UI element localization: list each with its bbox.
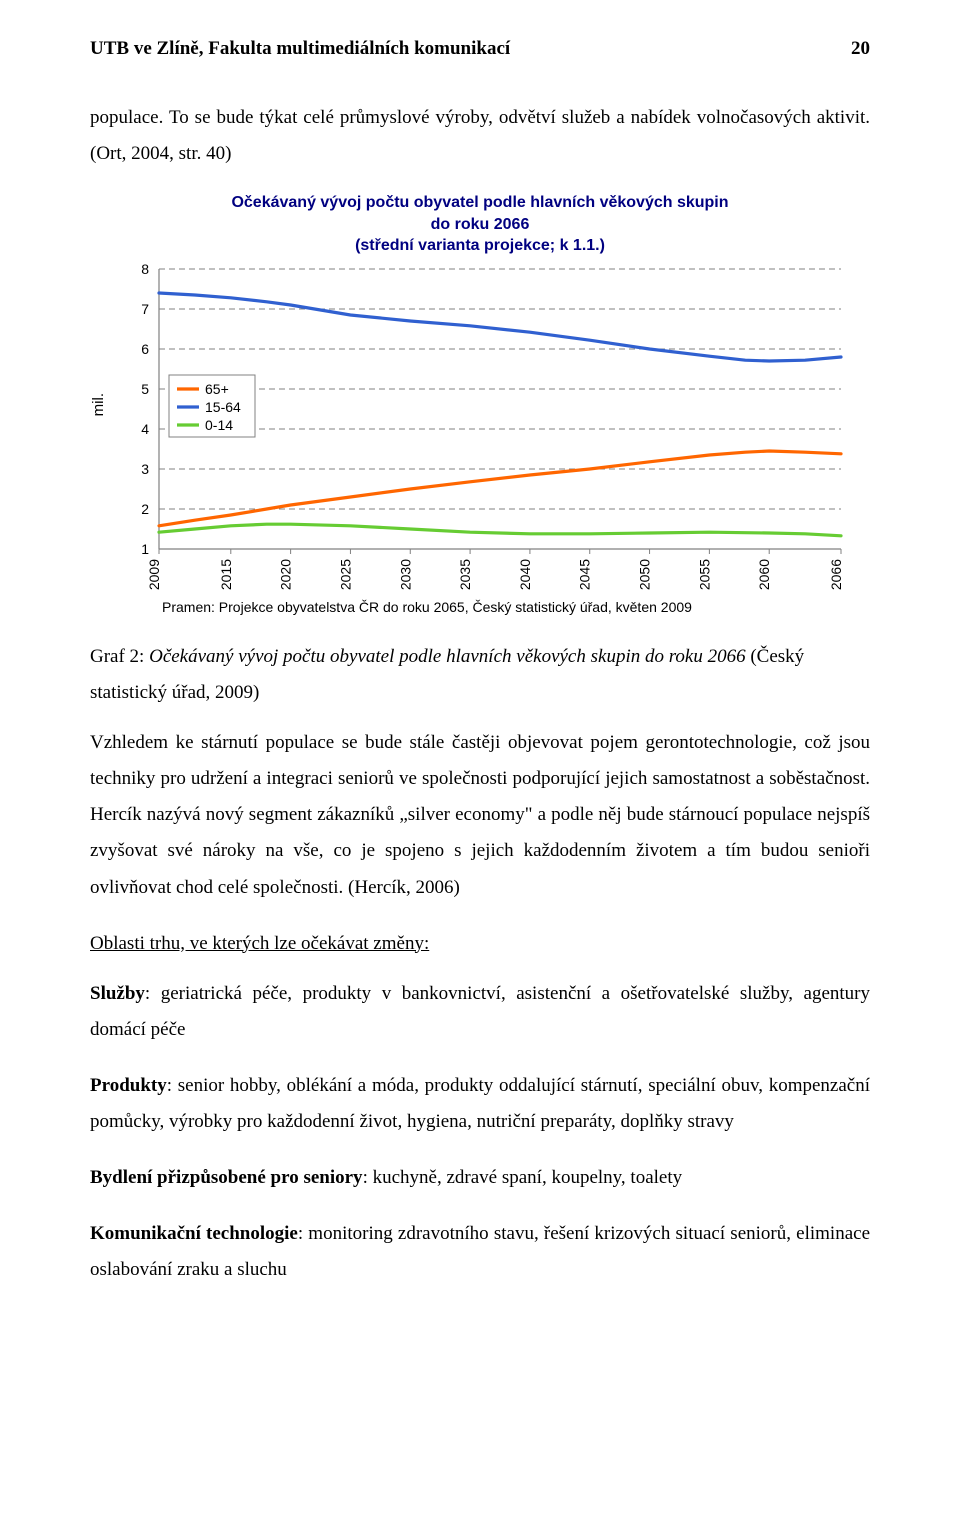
para-sluzby-text: : geriatrická péče, produkty v bankovnic… (90, 983, 870, 1040)
svg-text:2009: 2009 (146, 559, 162, 590)
page: UTB ve Zlíně, Fakulta multimediálních ko… (0, 0, 960, 1358)
svg-text:2045: 2045 (577, 559, 593, 590)
para-produkty-text: : senior hobby, oblékání a móda, produkt… (90, 1075, 870, 1132)
svg-text:6: 6 (141, 341, 149, 357)
svg-text:65+: 65+ (205, 381, 229, 397)
svg-text:2030: 2030 (397, 559, 413, 590)
svg-text:7: 7 (141, 301, 149, 317)
chart-title: Očekávaný vývoj počtu obyvatel podle hla… (90, 192, 870, 257)
svg-text:2020: 2020 (278, 559, 294, 590)
graf-caption-italic: Očekávaný vývoj počtu obyvatel podle hla… (149, 646, 746, 667)
para-produkty: Produkty: senior hobby, oblékání a móda,… (90, 1068, 870, 1140)
svg-text:5: 5 (141, 381, 149, 397)
header-page-number: 20 (851, 38, 870, 60)
chart-title-line1: Očekávaný vývoj počtu obyvatel podle hla… (231, 194, 728, 211)
chart-title-line3: (střední varianta projekce; k 1.1.) (355, 237, 605, 254)
svg-text:2015: 2015 (218, 559, 234, 590)
para-gerontotechnologie: Vzhledem ke stárnutí populace se bude st… (90, 725, 870, 905)
graf-caption-prefix: Graf 2: (90, 646, 149, 667)
para-bydleni: Bydlení přizpůsobené pro seniory: kuchyn… (90, 1160, 870, 1196)
svg-text:8: 8 (141, 263, 149, 277)
svg-text:0-14: 0-14 (205, 417, 233, 433)
svg-text:3: 3 (141, 461, 149, 477)
para-sluzby-label: Služby (90, 983, 145, 1004)
para-sluzby: Služby: geriatrická péče, produkty v ban… (90, 976, 870, 1048)
page-header: UTB ve Zlíně, Fakulta multimediálních ko… (90, 38, 870, 60)
svg-text:2055: 2055 (696, 559, 712, 590)
svg-text:2025: 2025 (337, 559, 353, 590)
svg-text:4: 4 (141, 421, 149, 437)
chart-container: Očekávaný vývoj počtu obyvatel podle hla… (90, 192, 870, 615)
svg-text:15-64: 15-64 (205, 399, 241, 415)
para-bydleni-text: : kuchyně, zdravé spaní, koupelny, toale… (363, 1167, 683, 1188)
graf-caption: Graf 2: Očekávaný vývoj počtu obyvatel p… (90, 639, 870, 711)
svg-text:1: 1 (141, 541, 149, 557)
chart-svg: 1 2 3 4 5 6 7 8 2009 2015 2020 2025 2030 2035 2040 2045… (111, 263, 851, 593)
chart-title-line2: do roku 2066 (431, 216, 530, 233)
svg-text:2: 2 (141, 501, 149, 517)
chart-ylabel: mil. (90, 393, 107, 416)
intro-paragraph: populace. To se bude týkat celé průmyslo… (90, 100, 870, 172)
svg-text:2040: 2040 (517, 559, 533, 590)
para-bydleni-label: Bydlení přizpůsobené pro seniory (90, 1167, 363, 1188)
svg-text:2050: 2050 (637, 559, 653, 590)
chart-area: mil. 1 2 3 4 5 6 7 8 2009 2015 2020 2025 2030 2035 204… (90, 263, 870, 593)
header-left: UTB ve Zlíně, Fakulta multimediálních ko… (90, 38, 510, 60)
svg-text:2035: 2035 (457, 559, 473, 590)
chart-source: Pramen: Projekce obyvatelstva ČR do roku… (162, 599, 870, 615)
underline-label: Oblasti trhu, ve kterých lze očekávat zm… (90, 926, 870, 962)
para-produkty-label: Produkty (90, 1075, 167, 1096)
para-komunikace-label: Komunikační technologie (90, 1223, 298, 1244)
para-komunikace: Komunikační technologie: monitoring zdra… (90, 1216, 870, 1288)
svg-text:2060: 2060 (756, 559, 772, 590)
svg-text:2066: 2066 (828, 559, 844, 590)
